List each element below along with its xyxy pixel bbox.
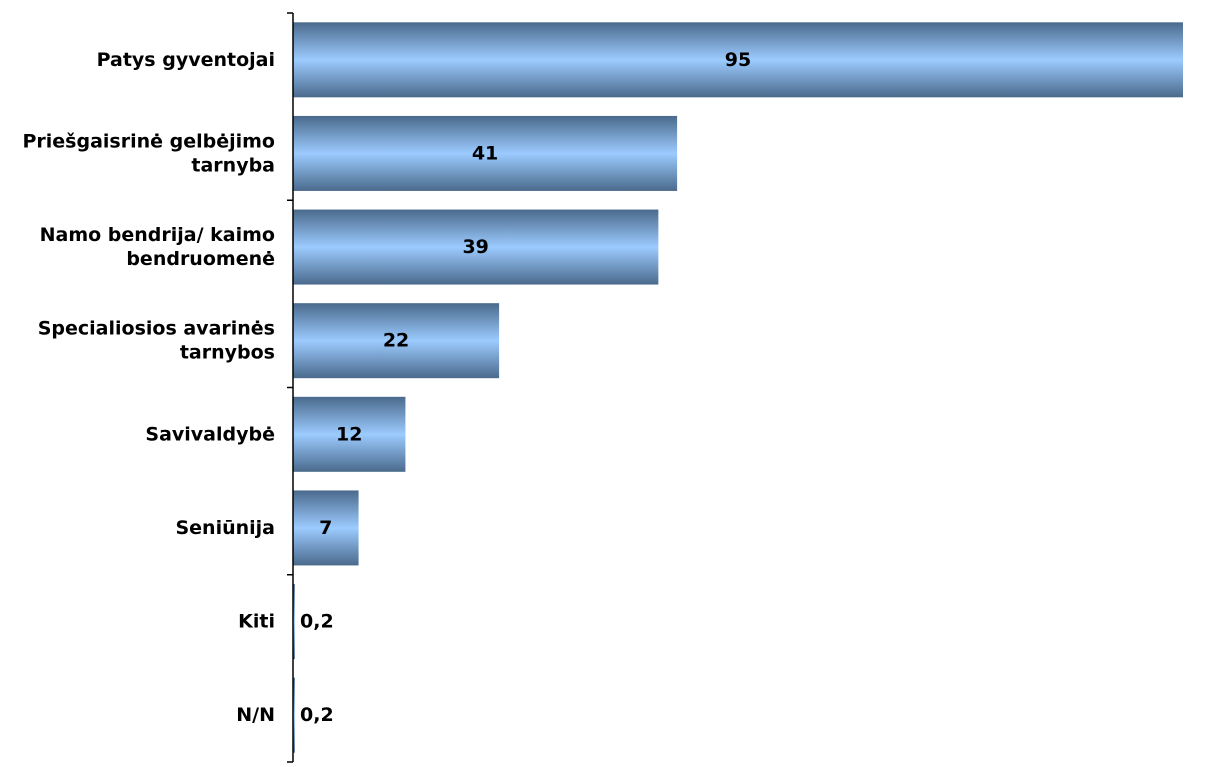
y-axis [287, 12, 294, 763]
category-label-1: Priešgaisrinė gelbėjimo tarnyba [22, 130, 275, 176]
category-label-3: Specialiosios avarinės tarnybos [38, 318, 275, 364]
value-labels-group: 95 41 39 22 12 7 0,2 0,2 [300, 49, 751, 726]
bar-3 [293, 303, 500, 379]
category-label-line: tarnyba [191, 154, 275, 176]
category-label-line: Priešgaisrinė gelbėjimo [22, 130, 275, 152]
bars-group [293, 22, 1183, 753]
category-label-line: bendruomenė [126, 248, 275, 270]
data-label-4: 12 [336, 423, 362, 445]
data-label-2: 39 [462, 236, 488, 258]
bar-2 [293, 209, 659, 285]
bar-0 [293, 22, 1183, 98]
bar-6 [293, 584, 295, 660]
data-label-5: 7 [319, 517, 332, 539]
category-label-line: Specialiosios avarinės [38, 318, 275, 340]
category-label-line: Namo bendrija/ kaimo [40, 224, 275, 246]
category-label-7: N/N [236, 704, 275, 726]
category-label-0: Patys gyventojai [97, 49, 275, 71]
category-label-line: Savivaldybė [145, 423, 275, 445]
data-label-1: 41 [472, 142, 498, 164]
data-label-7: 0,2 [300, 704, 334, 726]
bar-7 [293, 677, 295, 753]
category-label-line: tarnybos [180, 342, 275, 364]
category-label-6: Kiti [238, 611, 275, 633]
bar-4 [293, 396, 406, 472]
category-label-line: N/N [236, 704, 275, 726]
category-label-2: Namo bendrija/ kaimo bendruomenė [40, 224, 275, 270]
category-label-5: Seniūnija [175, 517, 275, 539]
bar-5 [293, 490, 359, 566]
data-label-6: 0,2 [300, 611, 334, 633]
category-label-line: Patys gyventojai [97, 49, 275, 71]
data-label-0: 95 [725, 49, 751, 71]
data-label-3: 22 [383, 330, 409, 352]
bar-1 [293, 115, 678, 191]
category-label-4: Savivaldybė [145, 423, 275, 445]
category-label-line: Kiti [238, 611, 275, 633]
category-label-line: Seniūnija [175, 517, 275, 539]
